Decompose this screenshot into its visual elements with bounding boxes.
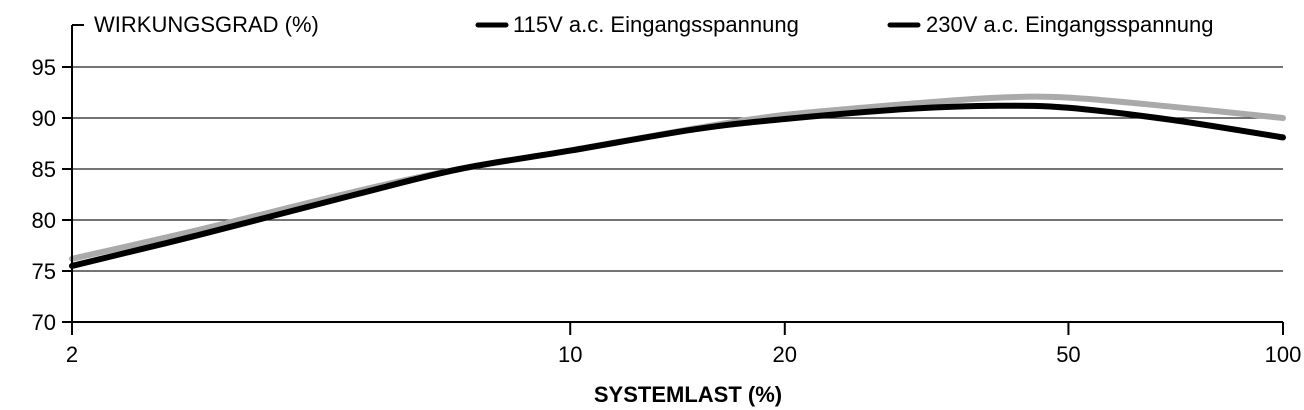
y-ticks: 70 75 80 85 90 95	[32, 55, 72, 335]
grid-lines	[72, 66, 1283, 272]
x-axis-label: SYSTEMLAST (%)	[594, 382, 782, 407]
y-tick-label-85: 85	[32, 157, 56, 182]
series-line-230v	[69, 93, 1286, 262]
legend-label-230v: 230V a.c. Eingangsspannung	[926, 12, 1213, 37]
series-lines	[69, 93, 1286, 269]
x-ticks: 2 10 20 50 100	[66, 322, 1301, 367]
y-tick-label-70: 70	[32, 310, 56, 335]
legend: 115V a.c. Eingangsspannung 230V a.c. Ein…	[475, 12, 1213, 37]
x-tick-label-20: 20	[773, 342, 797, 367]
x-tick-label-2: 2	[66, 342, 78, 367]
x-tick-label-50: 50	[1056, 342, 1080, 367]
series-line-115v	[69, 102, 1286, 269]
axes	[71, 24, 1283, 325]
y-tick-label-75: 75	[32, 259, 56, 284]
y-tick-label-90: 90	[32, 106, 56, 131]
y-tick-label-80: 80	[32, 208, 56, 233]
legend-label-115v: 115V a.c. Eingangsspannung	[513, 12, 799, 37]
y-axis-label: WIRKUNGSGRAD (%)	[94, 12, 319, 37]
y-tick-label-95: 95	[32, 55, 56, 80]
x-tick-label-100: 100	[1265, 342, 1302, 367]
x-tick-label-10: 10	[558, 342, 582, 367]
